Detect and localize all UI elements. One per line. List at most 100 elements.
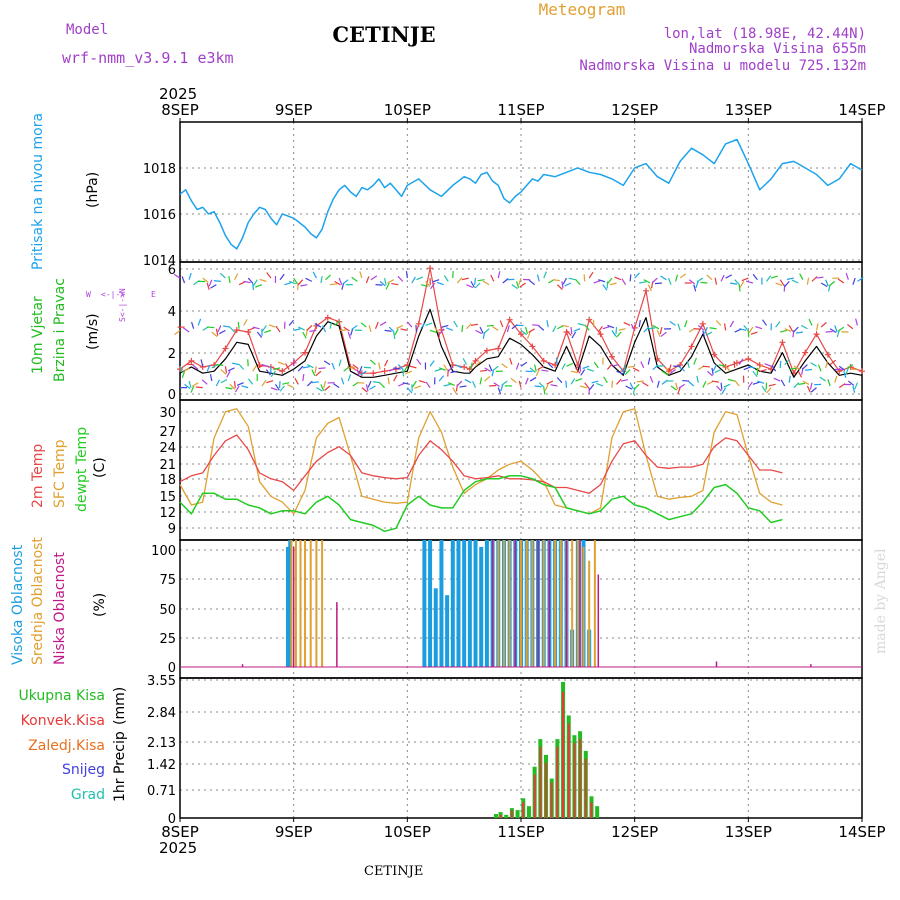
cloud-bar-low <box>491 540 494 667</box>
precip-bar-convective <box>573 743 576 818</box>
wind-direction-arrow <box>191 321 195 329</box>
wind-direction-arrow <box>334 320 341 326</box>
wind-direction-arrow <box>403 365 408 373</box>
wind-direction-arrow <box>779 360 782 368</box>
wind-direction-arrow <box>425 381 431 388</box>
wind-direction-arrow <box>492 326 499 331</box>
cloud-bar-mid <box>582 546 585 667</box>
temperature-ytick-label: 30 <box>159 406 176 421</box>
wind-direction-arrow <box>546 320 549 328</box>
wind-direction-arrow <box>759 368 767 373</box>
cloud-unit: (%) <box>92 593 108 617</box>
wind-direction-arrow <box>780 329 788 333</box>
cloud-bar-mid <box>294 540 297 667</box>
precip-ytick-label: 0.71 <box>147 784 176 799</box>
wind-direction-arrow <box>173 273 181 279</box>
wind-direction-arrow <box>802 380 810 385</box>
wind-direction-arrow <box>448 382 455 386</box>
legend-freezing: Zaledj.Kisa <box>28 738 105 754</box>
wind-gust-marker <box>472 357 479 364</box>
wind-direction-arrow <box>806 385 811 393</box>
wind-direction-arrow <box>279 273 285 281</box>
wind-direction-arrow <box>369 385 376 390</box>
temperature-ytick-label: 18 <box>159 473 176 488</box>
wind-gust-marker <box>495 345 502 352</box>
wind-direction-arrow <box>363 366 372 369</box>
wind-direction-arrow <box>757 380 765 384</box>
wind-direction-arrow <box>459 385 467 388</box>
wind-direction-arrow <box>586 368 594 372</box>
wind-direction-arrow <box>209 374 213 382</box>
wind-direction-arrow <box>470 323 478 327</box>
precip-ytick-label: 2.13 <box>147 736 176 751</box>
wind-direction-arrow <box>241 385 249 389</box>
wind-direction-arrow <box>854 382 859 390</box>
wind-direction-arrow <box>312 271 317 279</box>
wind-direction-arrow <box>277 361 285 366</box>
pressure-ytick-label: 1014 <box>143 254 176 269</box>
cloud-high-title: Visoka Oblacnost <box>10 544 26 665</box>
wind-axis-title: 10m Vjetar Brzina i Pravac (m/s) S<-|->N… <box>30 278 156 382</box>
wind-direction-arrow <box>243 280 251 284</box>
wind-direction-arrow <box>400 328 408 331</box>
wind-direction-arrow <box>743 366 751 371</box>
wind-direction-arrow <box>817 364 822 372</box>
wind-direction-arrow <box>651 277 658 284</box>
wind-direction-arrow <box>288 319 295 326</box>
wind-direction-arrow <box>486 324 494 327</box>
wind-direction-arrow <box>470 281 475 288</box>
wind-direction-arrow <box>511 284 519 290</box>
wind-direction-arrow <box>718 364 726 367</box>
precip-axis-title: 1hr Precip (mm) <box>112 687 128 802</box>
time-label-top: 11SEP <box>497 101 544 119</box>
wind-direction-arrow <box>811 276 818 282</box>
wind-direction-arrow <box>247 378 254 385</box>
wind-direction-arrow <box>477 279 485 282</box>
wind-direction-arrow <box>688 279 696 285</box>
wind-direction-arrow <box>775 282 783 286</box>
wind-direction-arrow <box>611 330 617 337</box>
wind-gust-marker <box>745 355 752 362</box>
wind-direction-arrow <box>702 330 706 338</box>
cloud-bar-high <box>445 595 450 667</box>
wind-direction-arrow <box>597 326 603 333</box>
wind-direction-arrow <box>634 272 640 279</box>
wind-direction-arrow <box>506 325 510 333</box>
wind-direction-arrow <box>820 322 827 328</box>
wind-direction-arrow <box>384 329 392 332</box>
wind-direction-arrow <box>228 276 231 284</box>
wind-direction-arrow <box>518 277 522 285</box>
wind-direction-arrow <box>406 387 413 394</box>
wind-direction-arrow <box>420 322 426 330</box>
cloud-bar-high <box>467 540 472 667</box>
cloud-bar-mid <box>531 540 534 667</box>
model-label: Model <box>66 22 108 38</box>
wind-direction-arrow <box>580 369 586 376</box>
wind-direction-arrow <box>721 387 727 395</box>
wind-direction-arrow <box>195 386 203 389</box>
wind-gust-marker <box>540 357 547 364</box>
cloud-bar-mid <box>304 540 307 667</box>
wind-ytick-label: 6 <box>168 263 176 278</box>
wind-direction-arrow <box>820 282 828 288</box>
wind-direction-arrow <box>365 384 369 392</box>
wind-direction-arrow <box>766 275 772 282</box>
time-label-top: 13SEP <box>725 101 772 119</box>
wind-direction-arrow <box>233 380 236 389</box>
clouds-ytick-label: 25 <box>159 632 176 647</box>
wind-direction-arrow <box>359 271 363 279</box>
wind-direction-arrow <box>757 364 763 371</box>
precip-bar-convective <box>567 723 570 818</box>
wind-direction-arrow <box>647 357 651 365</box>
wind-direction-arrow <box>780 379 786 387</box>
wind-direction-arrow <box>483 328 490 334</box>
cloud-bar-mid <box>542 540 545 667</box>
precip-bar-convective <box>584 758 587 818</box>
wind-direction-arrow <box>200 359 204 367</box>
cloud-bar-mid <box>290 540 293 667</box>
wind-direction-arrow <box>329 283 338 286</box>
wind-direction-arrow <box>323 380 327 388</box>
cloud-bar-low <box>715 661 718 667</box>
wind-direction-arrow <box>797 370 803 378</box>
cloud-bar-low <box>292 546 295 667</box>
